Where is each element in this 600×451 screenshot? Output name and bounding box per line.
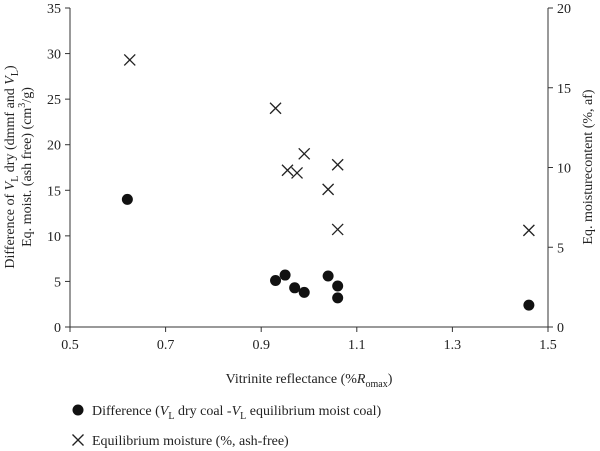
left-y-tick-label: 15 (47, 184, 61, 199)
right-y-axis-title: Eq. moisturecontent (%, af) (581, 89, 596, 244)
text-part: Eq. moist. (ash free) (cm (20, 108, 35, 247)
text-part: Equilibrium moisture (%, ash-free) (92, 434, 289, 449)
x-tick-label: 1.1 (348, 338, 366, 353)
left-y-tick-label: 10 (47, 230, 61, 245)
difference-point (332, 292, 344, 304)
data-points (121, 53, 535, 311)
right-y-tick-label: 5 (557, 241, 564, 256)
text-part: L (240, 411, 246, 422)
series-0 (121, 193, 535, 311)
equilibrium-moisture-point (123, 53, 136, 66)
text-part: L (168, 411, 174, 422)
difference-point (523, 299, 535, 311)
text-part: V (3, 180, 18, 190)
equilibrium-moisture-point (331, 158, 344, 171)
text-part: Difference ( (92, 404, 160, 419)
text-part: /g) (20, 87, 35, 103)
left-y-tick-label: 5 (54, 275, 61, 290)
text-part: R (356, 372, 366, 387)
equilibrium-moisture-point (322, 183, 335, 196)
x-tick-label: 1.5 (539, 338, 557, 353)
legend: Difference (VL dry coal -VL equilibrium … (72, 404, 382, 449)
equilibrium-moisture-point (298, 147, 311, 160)
text-part: ) (388, 372, 393, 387)
x-axis-title: Vitrinite reflectance (%Romax) (226, 372, 393, 390)
equilibrium-moisture-point (331, 223, 344, 236)
text-part: dry (dmmf and (3, 85, 18, 176)
legend-marker-difference (72, 404, 84, 416)
left-y-axis-title-line-1: Difference of VL dry (dmmf and VL) (3, 65, 21, 269)
left-y-tick-label: 0 (54, 321, 61, 336)
x-tick-label: 0.9 (252, 338, 270, 353)
difference-point (270, 275, 282, 287)
equilibrium-moisture-point (269, 102, 282, 115)
text-part: Difference of (3, 190, 18, 268)
text-part: L (10, 176, 21, 182)
x-tick-label: 0.5 (61, 338, 79, 353)
text-part: Vitrinite reflectance (% (226, 372, 358, 387)
right-y-tick-label: 15 (557, 82, 571, 97)
right-y-tick-label: 0 (557, 321, 564, 336)
difference-point (322, 270, 334, 282)
text-part: V (232, 404, 242, 419)
left-y-tick-label: 20 (47, 139, 61, 154)
text-part: dry coal - (174, 404, 231, 419)
difference-point (289, 282, 301, 294)
right-y-tick-label: 10 (557, 162, 571, 177)
difference-point (298, 286, 310, 298)
text-part: equilibrium moist coal) (246, 404, 381, 419)
text-part: L (10, 70, 21, 76)
equilibrium-moisture-point (291, 167, 304, 179)
difference-point (332, 280, 344, 292)
left-y-tick-label: 35 (47, 2, 61, 17)
x-tick-label: 0.7 (157, 338, 175, 353)
equilibrium-moisture-point (281, 164, 294, 177)
left-y-tick-label: 25 (47, 93, 61, 108)
equilibrium-moisture-point (522, 224, 535, 237)
text-part: ) (3, 65, 18, 70)
axes (69, 8, 549, 328)
legend-label-equilibrium-moisture: Equilibrium moisture (%, ash-free) (92, 434, 289, 449)
legend-marker-equilibrium-moisture (72, 434, 84, 446)
difference-point (121, 193, 133, 205)
left-y-axis-title-line-2: Eq. moist. (ash free) (cm3/g) (17, 87, 35, 247)
x-tick-label: 1.3 (444, 338, 462, 353)
text-part: V (160, 404, 170, 419)
series-1 (123, 53, 535, 237)
left-y-tick-label: 30 (47, 48, 61, 63)
text-part: omax (365, 379, 387, 390)
difference-point (279, 269, 291, 281)
legend-label-difference: Difference (VL dry coal -VL equilibrium … (92, 404, 382, 422)
right-y-tick-label: 20 (557, 2, 571, 17)
text-part: V (3, 75, 18, 85)
text-part: 3 (17, 103, 28, 108)
